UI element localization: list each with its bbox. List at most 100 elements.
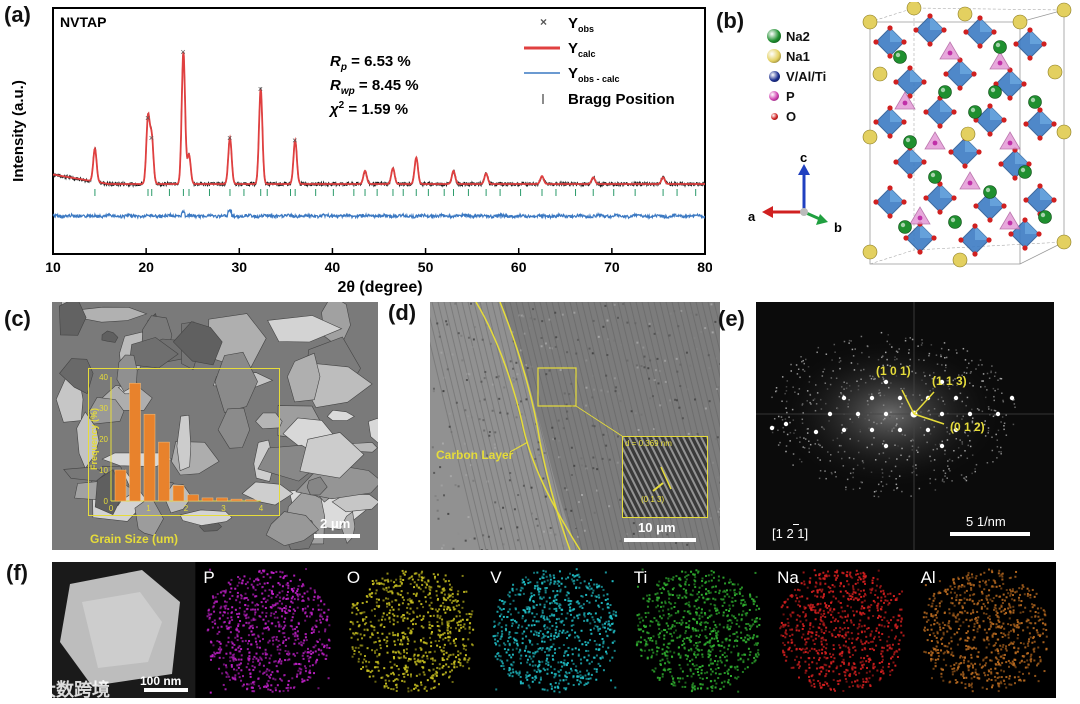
- eds-signal-dot: [377, 662, 380, 665]
- eds-signal-dot: [576, 614, 579, 617]
- fft-noise: [832, 439, 834, 442]
- eds-signal-dot: [531, 676, 534, 679]
- eds-signal-dot: [808, 663, 811, 666]
- lattice-fringe: [461, 302, 523, 550]
- tem-noise: [670, 547, 673, 550]
- eds-signal-dot: [289, 686, 292, 689]
- fft-noise: [832, 370, 834, 372]
- eds-signal-dot: [736, 644, 739, 647]
- eds-signal-dot: [387, 586, 390, 589]
- oxygen-atom: [957, 85, 963, 91]
- eds-signal-dot: [411, 618, 414, 621]
- eds-signal-dot: [541, 581, 544, 584]
- eds-signal-dot: [303, 665, 306, 668]
- eds-signal-dot: [579, 680, 582, 683]
- eds-signal-dot: [286, 590, 289, 593]
- eds-signal-dot: [795, 594, 798, 597]
- eds-signal-dot: [581, 607, 584, 610]
- eds-signal-dot: [278, 591, 281, 594]
- eds-signal-dot: [548, 620, 551, 623]
- eds-signal-dot: [308, 651, 311, 654]
- eds-signal-dot: [660, 601, 663, 604]
- eds-signal-dot: [356, 620, 359, 623]
- tem-noise: [658, 370, 661, 373]
- eds-signal-dot: [268, 639, 271, 642]
- tem-noise: [637, 428, 640, 431]
- eds-signal-dot: [412, 592, 415, 595]
- eds-signal-dot: [808, 605, 811, 608]
- tem-noise: [523, 521, 526, 524]
- eds-signal-dot: [529, 596, 532, 599]
- eds-signal-dot: [598, 633, 601, 636]
- eds-signal-dot: [269, 673, 272, 676]
- sem-particle: [76, 411, 100, 470]
- eds-signal-dot: [519, 649, 522, 652]
- eds-signal-dot: [722, 626, 725, 629]
- eds-signal-dot: [547, 661, 550, 664]
- eds-signal-dot: [548, 627, 551, 630]
- tem-noise: [506, 449, 509, 452]
- fft-noise: [807, 365, 810, 368]
- eds-signal-dot: [434, 608, 437, 611]
- eds-signal-dot: [849, 655, 852, 658]
- eds-signal-dot: [293, 598, 296, 601]
- eds-signal-dot: [594, 595, 597, 598]
- zone-axis-overbar: [793, 524, 799, 525]
- eds-signal-dot: [269, 576, 272, 579]
- lattice-fringe: [503, 302, 565, 550]
- eds-signal-dot: [392, 671, 395, 674]
- eds-signal-dot: [740, 602, 743, 605]
- eds-signal-dot: [862, 611, 865, 614]
- eds-signal-dot: [879, 590, 882, 593]
- eds-signal-dot: [824, 574, 827, 577]
- eds-signal-dot: [844, 674, 847, 677]
- eds-signal-dot: [595, 643, 598, 646]
- eds-signal-dot: [712, 620, 715, 623]
- eds-signal-dot: [374, 651, 377, 654]
- eds-signal-dot: [719, 688, 722, 691]
- eds-signal-dot: [711, 689, 714, 692]
- tem-noise: [570, 382, 573, 385]
- eds-signal-dot: [718, 589, 721, 592]
- eds-signal-dot: [896, 597, 899, 600]
- oxygen-atom: [962, 163, 968, 169]
- eds-signal-dot: [427, 593, 430, 596]
- eds-signal-dot: [432, 614, 435, 617]
- eds-signal-dot: [833, 657, 836, 660]
- eds-signal-dot: [278, 600, 281, 603]
- eds-signal-dot: [707, 653, 710, 656]
- eds-signal-dot: [231, 676, 234, 679]
- eds-signal-dot: [683, 642, 686, 645]
- eds-signal-dot: [382, 599, 385, 602]
- eds-signal-dot: [871, 647, 874, 650]
- eds-signal-dot: [352, 632, 355, 635]
- eds-signal-dot: [326, 618, 329, 621]
- eds-signal-dot: [868, 657, 871, 660]
- eds-signal-dot: [296, 593, 299, 596]
- tem-noise: [580, 457, 583, 460]
- fft-noise: [943, 403, 946, 406]
- eds-signal-dot: [819, 602, 822, 605]
- eds-signal-dot: [553, 668, 556, 671]
- eds-signal-dot: [587, 672, 590, 675]
- eds-signal-dot: [547, 664, 550, 667]
- fft-noise: [966, 457, 969, 460]
- eds-signal-dot: [235, 669, 238, 672]
- eds-signal-dot: [601, 655, 604, 658]
- histogram-bar: [230, 498, 243, 502]
- panel-e-label: (e): [718, 306, 745, 331]
- eds-signal-dot: [301, 678, 304, 681]
- fft-noise: [942, 469, 945, 472]
- tem-noise: [566, 410, 569, 413]
- eds-signal-dot: [715, 636, 718, 639]
- fft-noise: [964, 432, 967, 434]
- fft-noise: [961, 443, 964, 445]
- eds-signal-dot: [560, 661, 563, 664]
- tem-noise: [602, 433, 605, 436]
- eds-signal-dot: [531, 612, 534, 615]
- eds-signal-dot: [545, 616, 548, 619]
- eds-signal-dot: [602, 669, 605, 672]
- tem-noise: [446, 353, 449, 356]
- eds-signal-dot: [736, 635, 739, 638]
- eds-signal-dot: [306, 590, 309, 593]
